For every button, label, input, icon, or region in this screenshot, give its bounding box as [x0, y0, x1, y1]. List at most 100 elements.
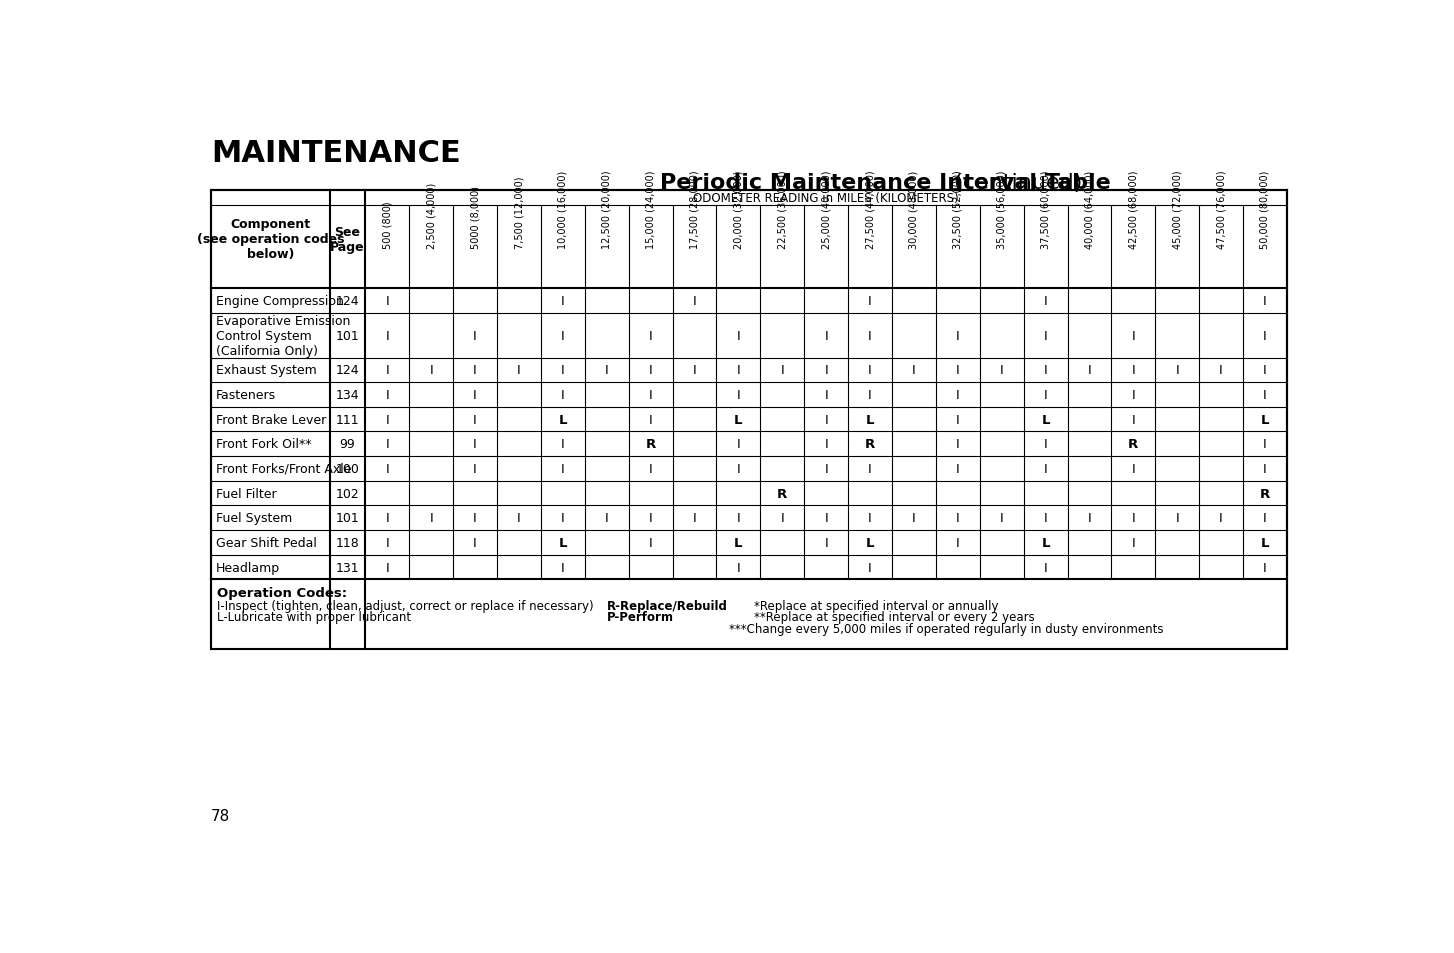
Text: I: I — [737, 330, 740, 342]
Text: I: I — [473, 512, 477, 525]
Text: I: I — [955, 512, 960, 525]
Text: Fuel System: Fuel System — [215, 512, 292, 525]
Text: I: I — [692, 512, 696, 525]
Text: I: I — [473, 330, 477, 342]
Text: Engine Compression: Engine Compression — [215, 294, 343, 308]
Text: I: I — [385, 561, 390, 574]
Text: L: L — [865, 414, 874, 426]
Text: 42,500 (68,000): 42,500 (68,000) — [1128, 171, 1138, 249]
Text: I: I — [1131, 537, 1136, 549]
Text: 20,000 (32,000): 20,000 (32,000) — [733, 171, 743, 249]
Text: 27,500 (44,000): 27,500 (44,000) — [865, 171, 875, 249]
Text: L: L — [1261, 414, 1269, 426]
Text: I: I — [1131, 330, 1136, 342]
Text: I: I — [1044, 561, 1047, 574]
Text: 15,000 (24,000): 15,000 (24,000) — [646, 171, 656, 249]
Text: I: I — [824, 389, 827, 401]
Text: 17,500 (28,000): 17,500 (28,000) — [689, 171, 699, 249]
Text: L: L — [558, 537, 567, 549]
Text: I: I — [1264, 389, 1266, 401]
Text: Front Forks/Front Axle: Front Forks/Front Axle — [215, 462, 352, 476]
Text: I: I — [737, 389, 740, 401]
Text: 2,500 (4,000): 2,500 (4,000) — [426, 183, 436, 249]
Text: I: I — [1088, 364, 1092, 377]
Text: I: I — [385, 389, 390, 401]
Text: I: I — [1044, 512, 1047, 525]
Text: I: I — [473, 537, 477, 549]
Text: I: I — [1044, 294, 1047, 308]
Text: I: I — [955, 537, 960, 549]
Text: Fuel Filter: Fuel Filter — [215, 487, 276, 500]
Text: *Replace at specified interval or annually: *Replace at specified interval or annual… — [753, 598, 999, 612]
Text: I: I — [1088, 512, 1092, 525]
Text: 45,000 (72,000): 45,000 (72,000) — [1172, 171, 1182, 249]
Text: I: I — [473, 389, 477, 401]
Text: 37,500 (60,000): 37,500 (60,000) — [1041, 171, 1051, 249]
Text: 101: 101 — [336, 330, 359, 342]
Text: Gear Shift Pedal: Gear Shift Pedal — [215, 537, 317, 549]
Text: 35,000 (56,000): 35,000 (56,000) — [996, 171, 1006, 249]
Text: I: I — [824, 364, 827, 377]
Text: I: I — [737, 512, 740, 525]
Text: 134: 134 — [336, 389, 359, 401]
Text: Evaporative Emission
Control System
(California Only): Evaporative Emission Control System (Cal… — [215, 314, 350, 357]
Text: I: I — [1175, 512, 1179, 525]
Text: I: I — [955, 330, 960, 342]
Text: I: I — [824, 330, 827, 342]
Text: I: I — [1264, 462, 1266, 476]
Text: I: I — [1131, 462, 1136, 476]
Text: I: I — [868, 389, 872, 401]
Text: 111: 111 — [336, 414, 359, 426]
Text: I: I — [737, 561, 740, 574]
Text: 500 (800): 500 (800) — [382, 201, 393, 249]
Text: I: I — [429, 512, 433, 525]
Text: I: I — [385, 294, 390, 308]
Text: I: I — [648, 537, 653, 549]
Text: I: I — [912, 512, 916, 525]
Text: I: I — [1264, 437, 1266, 451]
Text: I: I — [824, 437, 827, 451]
Text: I: I — [955, 414, 960, 426]
Text: 50,000 (80,000): 50,000 (80,000) — [1261, 171, 1269, 249]
Text: MAINTENANCE: MAINTENANCE — [211, 139, 461, 168]
Text: I: I — [1131, 414, 1136, 426]
Text: I: I — [561, 330, 564, 342]
Text: L: L — [1261, 537, 1269, 549]
Text: 124: 124 — [336, 294, 359, 308]
Text: 78: 78 — [211, 808, 230, 823]
Text: L: L — [558, 414, 567, 426]
Text: I: I — [1264, 512, 1266, 525]
Text: R: R — [1128, 437, 1138, 451]
Text: 131: 131 — [336, 561, 359, 574]
Text: I-Inspect (tighten, clean, adjust, correct or replace if necessary): I-Inspect (tighten, clean, adjust, corre… — [218, 598, 595, 612]
Text: I: I — [561, 294, 564, 308]
Text: L: L — [1041, 537, 1050, 549]
Text: I: I — [561, 512, 564, 525]
Text: I: I — [824, 537, 827, 549]
Text: I: I — [648, 330, 653, 342]
Text: I: I — [385, 414, 390, 426]
Text: Fasteners: Fasteners — [215, 389, 276, 401]
Text: I: I — [473, 462, 477, 476]
Text: I: I — [561, 364, 564, 377]
Text: I: I — [1264, 364, 1266, 377]
Text: I: I — [561, 561, 564, 574]
Text: I: I — [1000, 364, 1003, 377]
Text: I: I — [955, 389, 960, 401]
Text: R: R — [646, 437, 656, 451]
Text: 25,000 (40,000): 25,000 (40,000) — [822, 171, 832, 249]
Text: Front Brake Lever: Front Brake Lever — [215, 414, 326, 426]
Text: I: I — [385, 437, 390, 451]
Text: I: I — [1220, 364, 1223, 377]
Text: I: I — [518, 364, 521, 377]
Text: I: I — [868, 330, 872, 342]
Text: 118: 118 — [336, 537, 359, 549]
Text: I: I — [781, 512, 784, 525]
Text: I: I — [385, 462, 390, 476]
Text: ***Change every 5,000 miles if operated regularly in dusty environments: ***Change every 5,000 miles if operated … — [730, 622, 1163, 635]
Text: I: I — [1131, 512, 1136, 525]
Text: I: I — [737, 364, 740, 377]
Text: I: I — [385, 364, 390, 377]
Text: Periodic Maintenance Interval Table: Periodic Maintenance Interval Table — [660, 172, 1111, 193]
Bar — [211, 191, 1287, 649]
